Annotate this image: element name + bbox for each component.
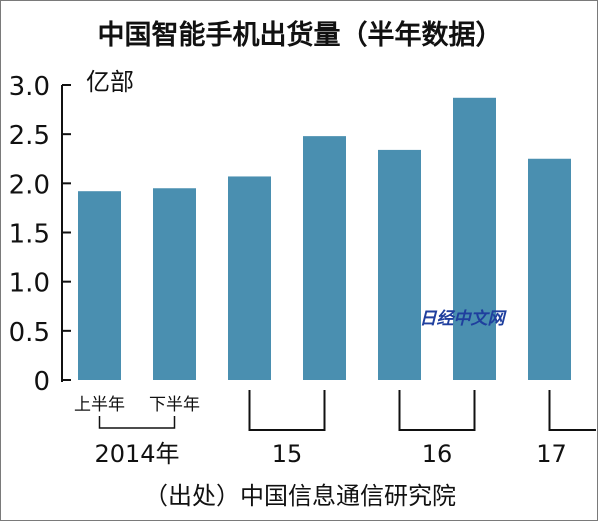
bar-5 [378,149,421,380]
y-tick-label: 1.5 [9,220,50,250]
bar-6 [453,97,496,381]
chart-title: 中国智能手机出货量（半年数据） [98,19,503,51]
y-tick-label: 2.0 [9,170,50,200]
watermark-text: 日经中文网 [420,309,508,329]
x-axis: 上半年 下半年 2014年 15 16 17 [74,390,596,468]
y-tick-label: 2.5 [9,121,50,151]
year-bracket-2014 [98,416,176,429]
bars-group [78,97,571,381]
year-label-3: 16 [422,440,453,468]
year-bracket-2017 [548,390,596,431]
y-tick-label: 3.0 [9,72,50,102]
bar-4 [303,136,346,380]
y-tick-label: 0.5 [9,318,50,348]
bar-7 [528,158,571,380]
y-tick-label: 1.0 [9,269,50,299]
bar-1 [78,191,121,380]
half-label-second: 下半年 [149,395,200,415]
y-axis-unit: 亿部 [86,68,134,96]
bar-2 [153,188,196,380]
half-label-first: 上半年 [74,395,125,415]
y-tick-label: 0 [33,367,50,397]
bar-3 [228,176,271,380]
year-label-2: 15 [272,440,303,468]
source-note: （出处）中国信息通信研究院 [144,482,456,510]
year-label-4: 17 [536,440,567,468]
year-bracket-2015 [248,390,326,431]
year-bracket-2016 [398,390,476,431]
year-label-1: 2014年 [94,440,179,468]
y-axis: 0 0.5 1.0 1.5 2.0 2.5 3.0 [9,72,71,397]
